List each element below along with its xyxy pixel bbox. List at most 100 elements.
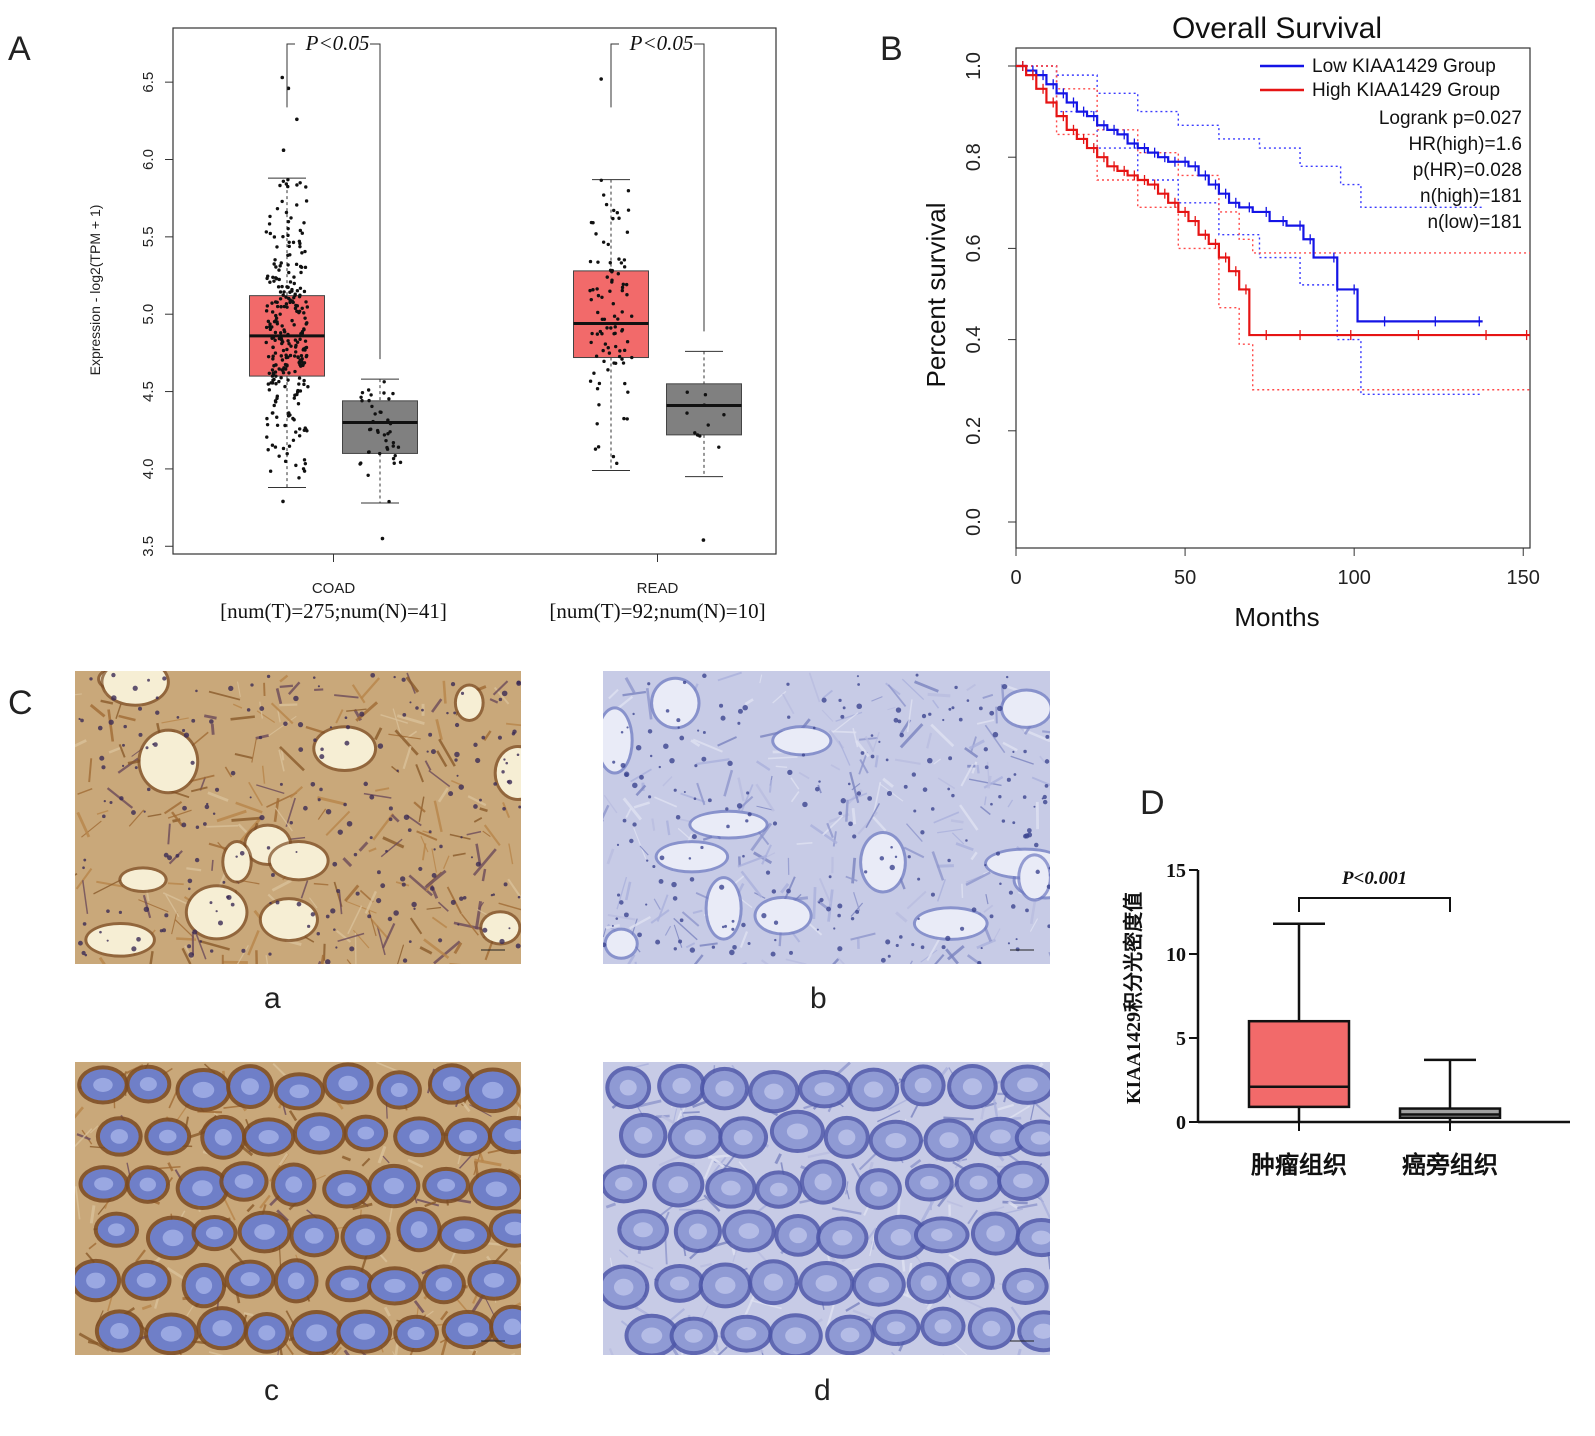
stroma-fiber — [822, 815, 844, 836]
data-point — [391, 456, 396, 461]
nucleus — [742, 704, 748, 711]
nucleus — [355, 891, 360, 896]
crypt-center — [887, 1321, 906, 1335]
nucleus — [407, 828, 412, 832]
crypt-center — [485, 1181, 507, 1197]
data-point — [274, 363, 278, 367]
data-point — [382, 433, 387, 437]
vacuole — [482, 913, 519, 943]
nucleus — [1010, 904, 1016, 909]
vacuole — [187, 887, 246, 938]
data-point — [717, 445, 721, 449]
statistic-label: n(low)=181 — [1427, 212, 1522, 233]
data-point — [722, 413, 726, 417]
data-point — [298, 389, 303, 393]
nucleus — [450, 899, 456, 905]
nucleus — [181, 822, 187, 828]
stroma-fiber — [750, 822, 773, 852]
nucleus — [942, 718, 945, 722]
data-point — [622, 265, 627, 269]
stroma-fiber — [887, 684, 907, 708]
data-point — [366, 388, 371, 392]
nucleus — [837, 913, 841, 918]
data-point — [267, 222, 272, 226]
nucleus — [307, 924, 311, 928]
stroma-fiber — [1002, 1200, 1028, 1205]
micrograph-label-a: a — [264, 982, 281, 1015]
nucleus — [516, 753, 520, 757]
nucleus — [187, 944, 192, 949]
stroma-fiber — [285, 797, 296, 827]
data-point — [286, 378, 290, 382]
data-point — [626, 188, 631, 193]
panel-letter-b: B — [880, 30, 903, 68]
stroma-fiber — [606, 848, 615, 865]
data-point — [268, 280, 272, 284]
data-point — [284, 210, 289, 215]
nucleus — [163, 852, 169, 858]
stroma-fiber — [790, 791, 800, 803]
stroma-fiber — [625, 807, 632, 818]
nucleus — [498, 697, 503, 702]
stroma-fiber — [695, 758, 730, 766]
stroma-fiber — [818, 878, 832, 905]
data-point — [287, 240, 291, 244]
stroma-fiber — [374, 727, 383, 741]
stroma-fiber — [950, 819, 964, 824]
nucleus — [624, 773, 629, 777]
data-point — [277, 454, 281, 458]
nucleus — [123, 724, 127, 729]
crypt-center — [715, 1276, 736, 1294]
stroma-fiber — [624, 881, 632, 901]
nucleus — [517, 895, 521, 899]
crypt-center — [340, 1277, 360, 1291]
data-point — [385, 447, 390, 451]
data-point — [288, 353, 293, 358]
crypt-center — [383, 1177, 404, 1195]
vacuole — [315, 728, 375, 770]
nucleus — [175, 853, 180, 858]
p-value-label: P<0.05 — [629, 31, 694, 55]
nucleus — [928, 712, 932, 716]
stroma-fiber — [965, 871, 991, 886]
stroma-fiber — [677, 827, 692, 841]
stroma-fiber — [75, 1106, 84, 1119]
nucleus — [999, 882, 1002, 886]
nucleus — [239, 850, 245, 856]
data-point — [287, 270, 291, 275]
nucleus — [103, 799, 106, 803]
nucleus — [737, 721, 741, 725]
stroma-fiber — [421, 843, 427, 861]
nucleus — [787, 769, 793, 776]
statistic-label: Logrank p=0.027 — [1379, 108, 1522, 129]
data-point — [292, 396, 297, 400]
nucleus — [136, 936, 141, 942]
box-normal — [666, 383, 742, 436]
stroma-fiber — [737, 854, 768, 868]
stroma-fiber — [93, 879, 122, 895]
stroma-fiber — [100, 699, 114, 705]
nucleus — [187, 878, 193, 884]
data-point — [285, 452, 289, 456]
stroma-fiber — [703, 1159, 714, 1180]
nucleus — [818, 780, 821, 783]
nucleus — [689, 877, 695, 882]
stroma-fiber — [967, 1209, 979, 1225]
nucleus — [890, 845, 893, 849]
data-point — [298, 337, 302, 341]
stroma-fiber — [837, 957, 845, 964]
crypt-center — [86, 1272, 106, 1289]
data-point — [602, 193, 606, 197]
nucleus — [729, 949, 735, 956]
data-point — [282, 304, 287, 309]
nucleus — [616, 893, 621, 897]
crypt-center — [309, 1125, 330, 1142]
data-point — [366, 473, 370, 478]
data-point — [706, 423, 710, 427]
vacuole — [653, 679, 698, 727]
nucleus — [460, 691, 465, 695]
stroma-fiber — [1007, 799, 1014, 808]
nucleus — [679, 735, 685, 741]
data-point — [288, 290, 292, 294]
stroma-fiber — [163, 801, 183, 815]
